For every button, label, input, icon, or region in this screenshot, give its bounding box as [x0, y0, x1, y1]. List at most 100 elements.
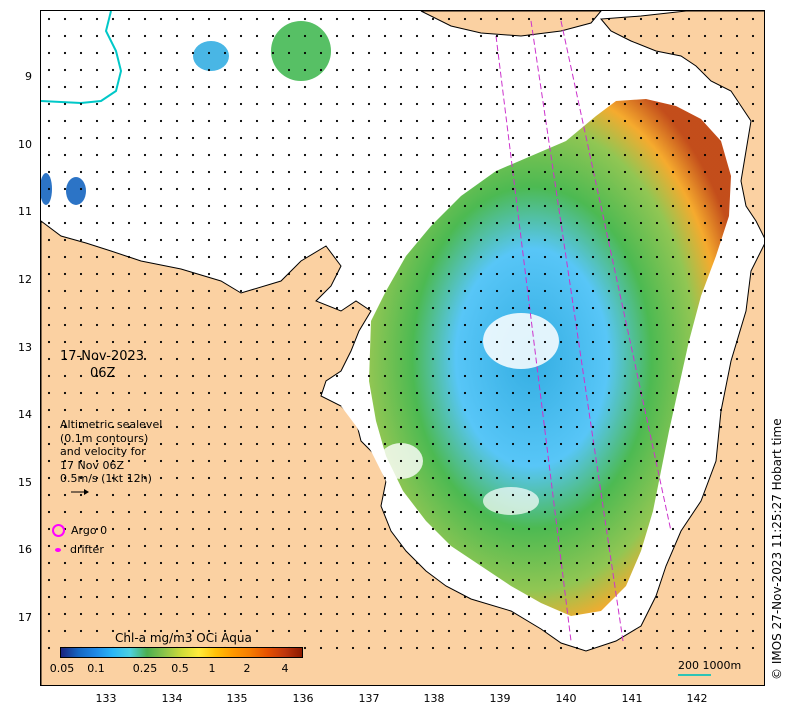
velocity-arrow [271, 272, 275, 276]
velocity-arrow [271, 17, 275, 21]
velocity-arrow [543, 646, 547, 650]
velocity-arrow [63, 306, 67, 310]
velocity-arrow [239, 425, 243, 429]
velocity-arrow [543, 340, 547, 344]
velocity-arrow [463, 442, 467, 446]
velocity-arrow [687, 595, 691, 599]
velocity-arrow [559, 187, 563, 191]
velocity-arrow [143, 612, 147, 616]
velocity-arrow [335, 493, 339, 497]
velocity-arrow [431, 85, 435, 89]
velocity-arrow [479, 561, 483, 565]
velocity-arrow [671, 136, 675, 140]
velocity-arrow [639, 561, 643, 565]
velocity-arrow [415, 272, 419, 276]
velocity-arrow [607, 595, 611, 599]
velocity-arrow [623, 34, 627, 38]
velocity-arrow [191, 425, 195, 429]
velocity-arrow [687, 357, 691, 361]
velocity-arrow [495, 510, 499, 514]
velocity-arrow [271, 493, 275, 497]
velocity-arrow [143, 306, 147, 310]
lon-tick-138: 138 [423, 692, 445, 705]
velocity-arrow [255, 102, 259, 106]
velocity-arrow [303, 459, 307, 463]
velocity-arrow [383, 493, 387, 497]
velocity-arrow [703, 68, 707, 72]
velocity-arrow [287, 510, 291, 514]
velocity-arrow [495, 442, 499, 446]
velocity-arrow [143, 34, 147, 38]
map-panel[interactable] [40, 10, 765, 686]
velocity-arrow [111, 612, 115, 616]
velocity-arrow [703, 442, 707, 446]
velocity-arrow [399, 357, 403, 361]
velocity-arrow [527, 306, 531, 310]
velocity-arrow [191, 119, 195, 123]
velocity-arrow [415, 119, 419, 123]
velocity-arrow [623, 272, 627, 276]
velocity-arrow [271, 153, 275, 157]
velocity-arrow [111, 51, 115, 55]
velocity-arrow [607, 629, 611, 633]
velocity-arrow [751, 476, 755, 480]
velocity-arrow [687, 255, 691, 259]
velocity-arrow [79, 476, 83, 480]
velocity-arrow [671, 459, 675, 463]
velocity-arrow [559, 153, 563, 157]
velocity-arrow [223, 238, 227, 242]
velocity-arrow [335, 612, 339, 616]
velocity-arrow [79, 34, 83, 38]
velocity-arrow [399, 119, 403, 123]
velocity-arrow [271, 85, 275, 89]
velocity-arrow [751, 119, 755, 123]
velocity-arrow [655, 323, 659, 327]
velocity-arrow [303, 425, 307, 429]
velocity-arrow [735, 493, 739, 497]
velocity-arrow [543, 204, 547, 208]
velocity-arrow [207, 374, 211, 378]
velocity-arrow [495, 85, 499, 89]
velocity-arrow [479, 17, 483, 21]
velocity-arrow [479, 510, 483, 514]
velocity-arrow [607, 578, 611, 582]
velocity-arrow [207, 442, 211, 446]
velocity-arrow [367, 85, 371, 89]
velocity-arrow [735, 153, 739, 157]
velocity-arrow [335, 272, 339, 276]
velocity-arrow [543, 391, 547, 395]
velocity-arrow [255, 476, 259, 480]
velocity-arrow [463, 306, 467, 310]
velocity-arrow [751, 374, 755, 378]
velocity-arrow [687, 238, 691, 242]
velocity-arrow [575, 204, 579, 208]
velocity-arrow [559, 629, 563, 633]
velocity-arrow [511, 612, 515, 616]
velocity-arrow [511, 306, 515, 310]
velocity-arrow [735, 561, 739, 565]
velocity-arrow [495, 425, 499, 429]
velocity-arrow [655, 102, 659, 106]
velocity-arrow [639, 238, 643, 242]
velocity-arrow [655, 459, 659, 463]
velocity-arrow [159, 68, 163, 72]
velocity-arrow [447, 221, 451, 225]
velocity-arrow [143, 510, 147, 514]
velocity-arrow [207, 68, 211, 72]
velocity-arrow [319, 17, 323, 21]
velocity-arrow [367, 493, 371, 497]
velocity-arrow [415, 68, 419, 72]
velocity-arrow [431, 476, 435, 480]
velocity-arrow [735, 578, 739, 582]
velocity-arrow [735, 68, 739, 72]
velocity-arrow [735, 119, 739, 123]
velocity-arrow [271, 170, 275, 174]
lat-tick-12: 12 [18, 273, 32, 286]
velocity-arrow [591, 527, 595, 531]
velocity-arrow [399, 170, 403, 174]
velocity-arrow [351, 629, 355, 633]
velocity-arrow [479, 544, 483, 548]
velocity-arrow [607, 68, 611, 72]
velocity-arrow [287, 17, 291, 21]
velocity-arrow [111, 561, 115, 565]
